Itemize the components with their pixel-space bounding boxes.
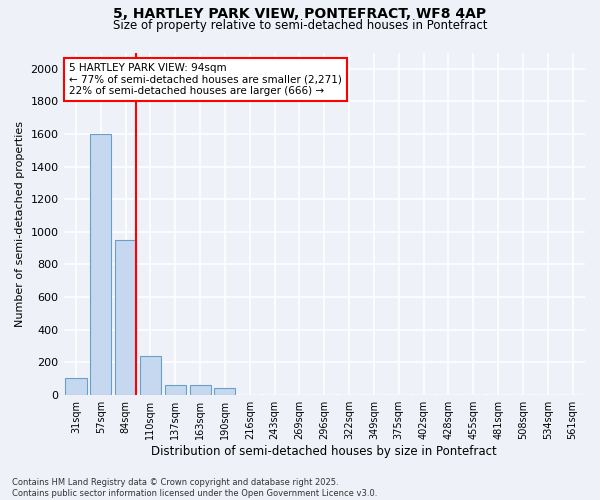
Text: Size of property relative to semi-detached houses in Pontefract: Size of property relative to semi-detach…	[113, 19, 487, 32]
Y-axis label: Number of semi-detached properties: Number of semi-detached properties	[15, 120, 25, 326]
Bar	[65, 378, 86, 394]
Bar	[214, 388, 235, 394]
Text: Contains HM Land Registry data © Crown copyright and database right 2025.
Contai: Contains HM Land Registry data © Crown c…	[12, 478, 377, 498]
Text: 5 HARTLEY PARK VIEW: 94sqm
← 77% of semi-detached houses are smaller (2,271)
22%: 5 HARTLEY PARK VIEW: 94sqm ← 77% of semi…	[69, 63, 341, 96]
X-axis label: Distribution of semi-detached houses by size in Pontefract: Distribution of semi-detached houses by …	[151, 444, 497, 458]
Bar	[115, 240, 136, 394]
Text: 5, HARTLEY PARK VIEW, PONTEFRACT, WF8 4AP: 5, HARTLEY PARK VIEW, PONTEFRACT, WF8 4A…	[113, 8, 487, 22]
Bar	[190, 385, 211, 394]
Bar	[140, 356, 161, 395]
Bar	[165, 385, 186, 394]
Bar	[90, 134, 112, 394]
